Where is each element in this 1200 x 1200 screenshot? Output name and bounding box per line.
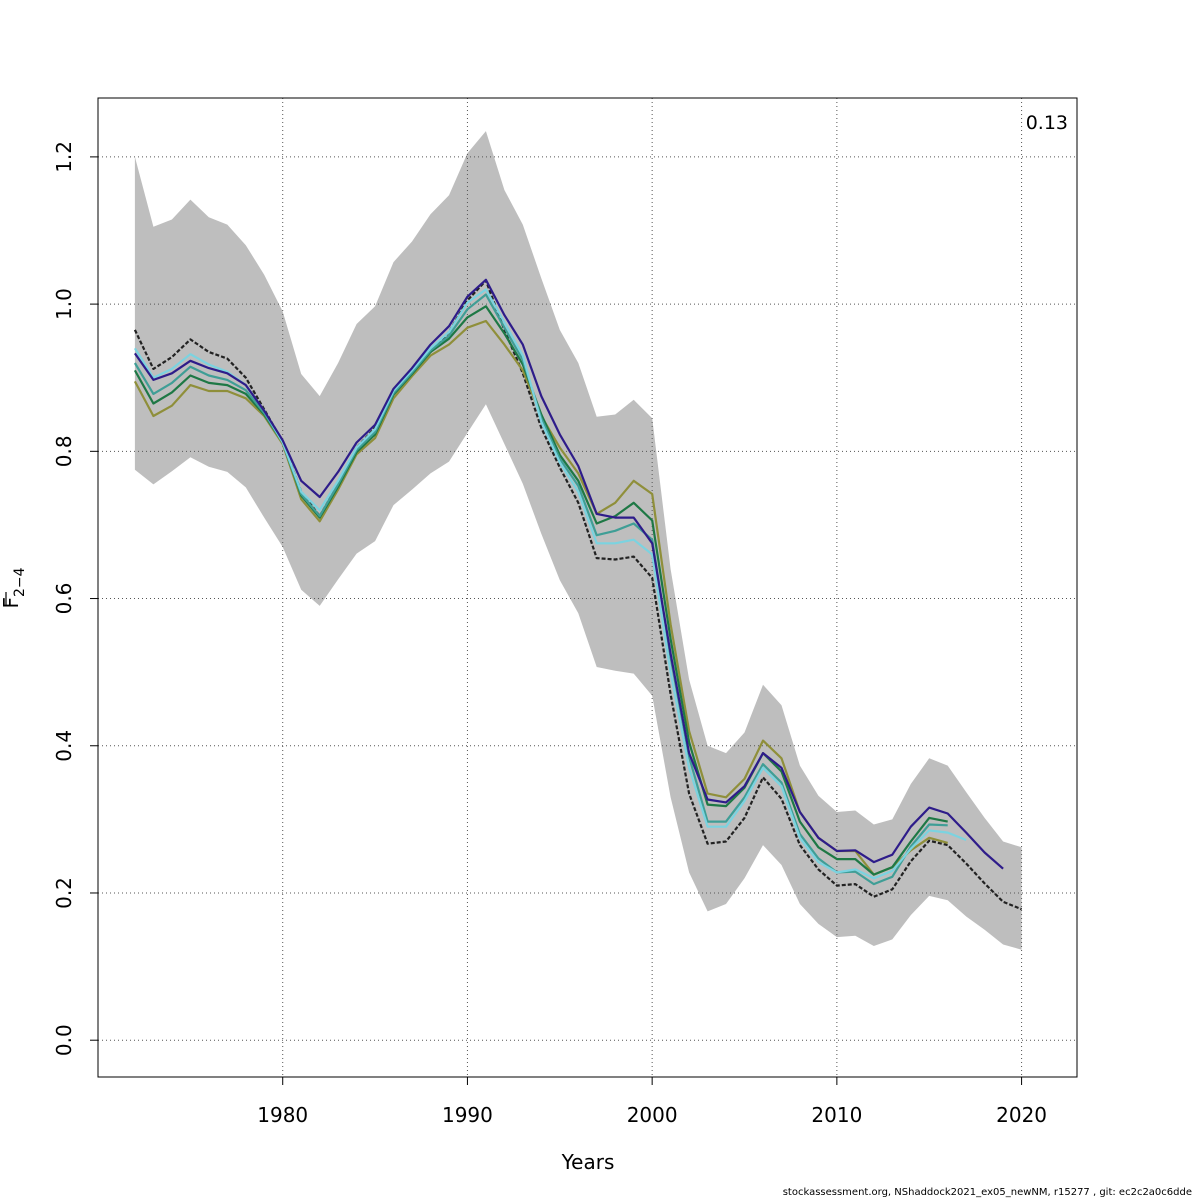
x-tick-label: 1990 [442,1103,493,1127]
chart-annotation: 0.13 [1026,112,1068,134]
y-axis-title-main: F [0,597,23,609]
y-tick-label: 0.8 [52,435,76,467]
y-tick-label: 1.0 [52,288,76,320]
series-line-1 [133,279,1023,911]
x-tick-label: 1980 [257,1103,308,1127]
y-axis: 0.0 0.2 0.4 0.6 0.8 1.0 1.2 [52,141,98,1056]
y-axis-title-sub: 2−4 [12,567,28,597]
y-tick-label: 0.2 [52,877,76,909]
x-tick-label: 2020 [996,1103,1047,1127]
y-tick-label: 0.0 [52,1024,76,1056]
series-line-6 [133,278,1004,870]
confidence-band-area [134,131,1022,950]
x-tick-label: 2000 [627,1103,678,1127]
footer-credit: stockassessment.org, NShaddock2021_ex05_… [782,1187,1192,1198]
x-tick-label: 2010 [811,1103,862,1127]
plot-frame [97,97,1078,1078]
y-tick-label: 1.2 [52,141,76,173]
x-axis: 1980 1990 2000 2010 2020 [257,1077,1047,1127]
series-lines [133,278,1023,911]
y-tick-label: 0.6 [52,583,76,615]
confidence-band [134,131,1022,950]
x-axis-title: Years [561,1150,615,1174]
y-axis-title: F2−4 [0,567,28,608]
y-tick-label: 0.4 [52,730,76,762]
